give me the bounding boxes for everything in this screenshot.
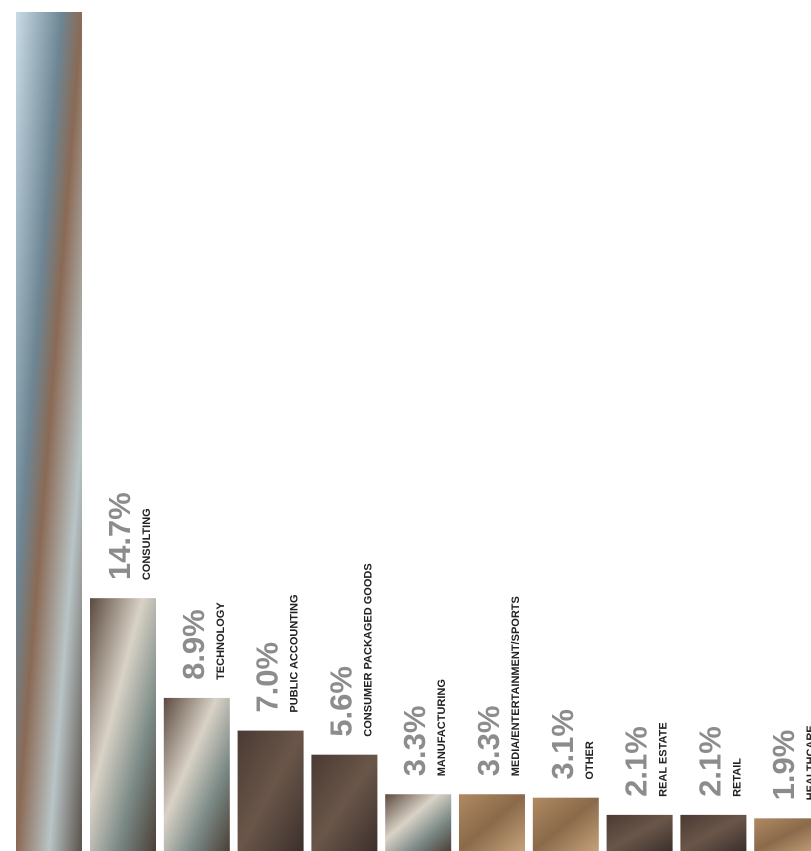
bar <box>680 814 747 851</box>
value-label: 8.9% <box>176 609 211 680</box>
category-label: CONSUMER PACKAGED GOODS <box>362 563 374 736</box>
category-label: REAL ESTATE <box>658 722 670 797</box>
bar <box>459 794 525 851</box>
value-label: 5.6% <box>323 666 358 737</box>
category-label: MEDIA/ENTERTAINMENT/SPORTS <box>510 596 522 776</box>
value-label: 3.3% <box>397 706 432 777</box>
category-label: PUBLIC ACCOUNTING <box>289 594 301 712</box>
photo-strip <box>16 12 82 851</box>
bar <box>163 697 230 851</box>
value-label: 3.1% <box>545 709 580 780</box>
category-label: CONSULTING <box>141 508 153 580</box>
value-label: 7.0% <box>250 642 285 713</box>
bar <box>754 818 811 851</box>
category-label: TECHNOLOGY <box>215 602 227 680</box>
bar <box>90 598 156 851</box>
category-label: HEALTHCARE <box>805 725 811 800</box>
category-label: MANUFACTURING <box>436 679 448 776</box>
category-label: OTHER <box>584 741 596 780</box>
bar <box>311 754 378 851</box>
value-label: 1.9% <box>766 730 801 801</box>
value-label: 3.3% <box>471 706 506 777</box>
bar <box>385 794 452 851</box>
bar <box>532 797 599 851</box>
value-label: 2.1% <box>619 726 654 797</box>
value-label: 14.7% <box>102 492 137 580</box>
category-label: RETAIL <box>731 758 743 797</box>
bar <box>606 814 673 851</box>
value-label: 2.1% <box>692 726 727 797</box>
bar <box>237 730 304 851</box>
